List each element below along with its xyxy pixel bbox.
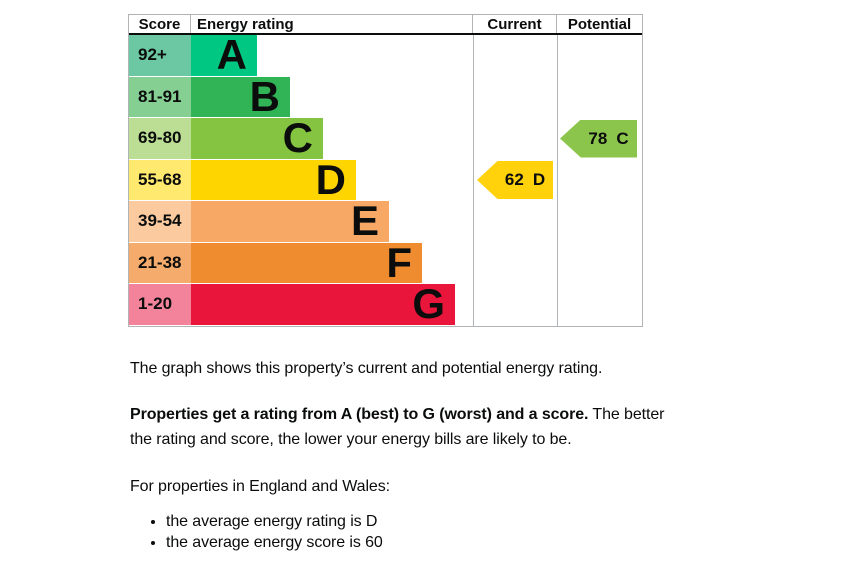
description-text: The graph shows this property’s current …: [130, 356, 678, 553]
band-score-range: 81-91: [129, 76, 191, 117]
band-score-range: 21-38: [129, 242, 191, 283]
band-score-range: 1-20: [129, 284, 191, 325]
energy-band-row: 1-20 G: [129, 283, 642, 326]
chart-header-row: Score Energy rating Current Potential: [129, 15, 642, 35]
energy-band-row: 92+ A: [129, 34, 642, 77]
chart-body: 92+ A 81-91 B 69-80 C 55-68 D 39-54 E 21…: [129, 34, 642, 326]
energy-band-row: 81-91 B: [129, 76, 642, 119]
band-bar: C: [191, 117, 323, 159]
header-score: Score: [129, 15, 191, 33]
rating-explanation-paragraph: Properties get a rating from A (best) to…: [130, 402, 678, 452]
header-potential: Potential: [567, 16, 632, 33]
band-bar: E: [191, 200, 389, 242]
band-bar: D: [191, 159, 356, 200]
current-band-letter: D: [532, 170, 546, 189]
band-bar: F: [191, 242, 422, 283]
current-score: 62: [504, 170, 524, 189]
energy-band-row: 21-38 F: [129, 242, 642, 285]
energy-band-row: 69-80 C: [129, 117, 642, 160]
band-score-range: 92+: [129, 35, 191, 76]
average-stat-item: the average energy score is 60: [166, 532, 678, 553]
energy-rating-chart: Score Energy rating Current Potential 92…: [128, 14, 643, 327]
rating-explanation-bold: Properties get a rating from A (best) to…: [130, 406, 589, 423]
potential-rating-arrow: 78 C: [560, 119, 637, 158]
band-score-range: 55-68: [129, 159, 191, 200]
band-bar: B: [191, 76, 290, 117]
header-energy-rating: Energy rating: [191, 15, 473, 33]
potential-column-divider: [557, 35, 558, 326]
average-stats-list: the average energy rating is Dthe averag…: [130, 511, 678, 553]
band-bar: G: [191, 283, 455, 325]
band-score-range: 39-54: [129, 201, 191, 242]
current-column-divider: [473, 35, 474, 326]
band-bar: A: [191, 34, 257, 76]
energy-band-row: 55-68 D: [129, 159, 642, 202]
potential-band-letter: C: [616, 128, 629, 148]
region-line: For properties in England and Wales:: [130, 478, 390, 495]
energy-band-row: 39-54 E: [129, 200, 642, 243]
rating-explanation-rest: The better the rating and score, the low…: [130, 406, 665, 448]
average-stat-item: the average energy rating is D: [166, 511, 678, 532]
header-current: Current: [473, 15, 557, 33]
intro-paragraph: The graph shows this property’s current …: [130, 360, 603, 377]
band-score-range: 69-80: [129, 118, 191, 159]
potential-score: 78: [588, 128, 608, 148]
